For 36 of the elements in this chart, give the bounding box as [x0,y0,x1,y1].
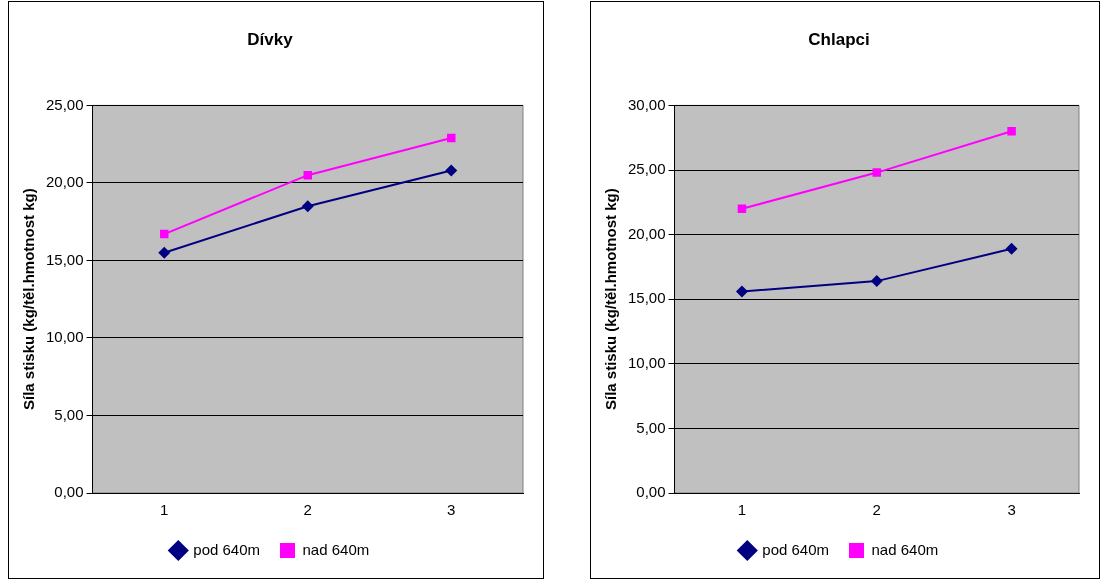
point [160,229,169,239]
y-axis-title: Síla stisku (kg/těl.hmotnost kg) [602,188,620,411]
point [870,275,883,288]
y-tick-label: 15,00 [45,250,84,268]
x-tick-label: 3 [447,501,456,519]
y-tick-label: 0,00 [636,483,666,501]
x-tick-label: 3 [1007,501,1016,519]
y-tick-label: 20,00 [627,224,666,242]
point [1007,127,1016,136]
legend-label: nad 640m [871,540,939,558]
y-axis-title: Síla stisku (kg/těl.hmotnost kg) [20,188,38,411]
x-tick-label: 1 [737,501,747,519]
point [872,168,882,177]
y-tick-label: 5,00 [636,418,666,436]
legend-label: pod 640m [762,540,829,558]
y-tick-label: 25,00 [627,160,666,178]
y-tick-label: 15,00 [627,289,666,307]
y-tick-label: 5,00 [54,405,84,423]
point [445,164,458,177]
point [1005,242,1018,255]
y-tick-label: 20,00 [45,173,84,191]
y-tick-label: 10,00 [627,353,666,371]
legend-label: pod 640m [193,540,260,558]
y-tick-label: 30,00 [627,95,666,113]
legend-label: nad 640m [302,540,370,558]
x-tick-label: 1 [160,501,169,519]
y-tick-label: 10,00 [45,328,84,346]
point [301,200,314,213]
chart-title: Chlapci [808,29,870,49]
point [735,285,748,298]
y-tick-label: 0,00 [54,483,84,501]
point [158,246,171,259]
x-tick-label: 2 [303,501,312,519]
chart-title: Dívky [247,29,294,49]
y-tick-label: 25,00 [45,95,84,113]
x-tick-label: 2 [872,501,881,519]
